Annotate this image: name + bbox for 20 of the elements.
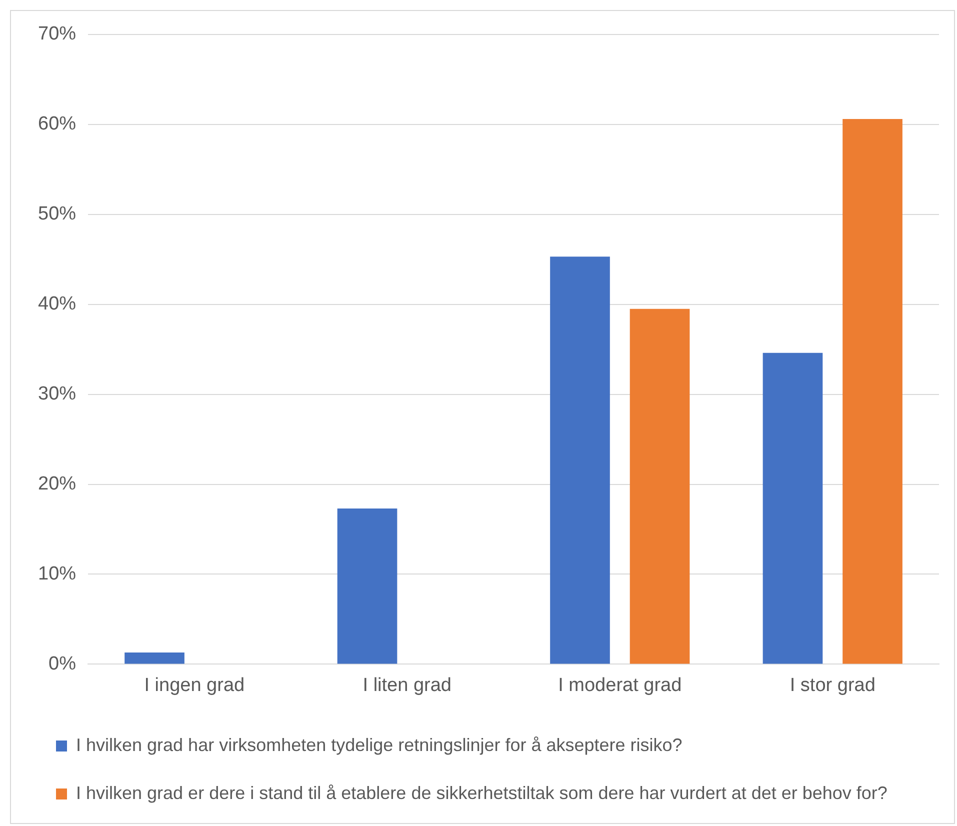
y-tick-label: 0% (48, 653, 76, 674)
legend-label: I hvilken grad er dere i stand til å etablere de sikkerhetstiltak som dere har vurdert at det er behov for? (76, 782, 888, 803)
bar (550, 256, 610, 664)
x-tick-label: I stor grad (790, 674, 876, 696)
y-tick-label: 60% (38, 114, 76, 135)
y-tick-label: 50% (38, 204, 76, 225)
y-tick-label: 20% (38, 473, 76, 494)
y-tick-label: 70% (38, 24, 76, 45)
x-tick-label: I moderat grad (558, 674, 682, 696)
bar (630, 308, 690, 664)
x-tick-label: I ingen grad (144, 674, 245, 696)
y-tick-label: 30% (38, 384, 76, 405)
y-tick-label: 40% (38, 294, 76, 315)
bar (842, 118, 902, 664)
legend-label: I hvilken grad har virksomheten tydelige retningslinjer for å akseptere risiko? (76, 734, 682, 755)
bar (762, 352, 823, 664)
x-tick-label: I liten grad (362, 674, 452, 696)
bar (124, 652, 184, 664)
bar (337, 508, 398, 664)
y-tick-label: 10% (38, 563, 76, 584)
